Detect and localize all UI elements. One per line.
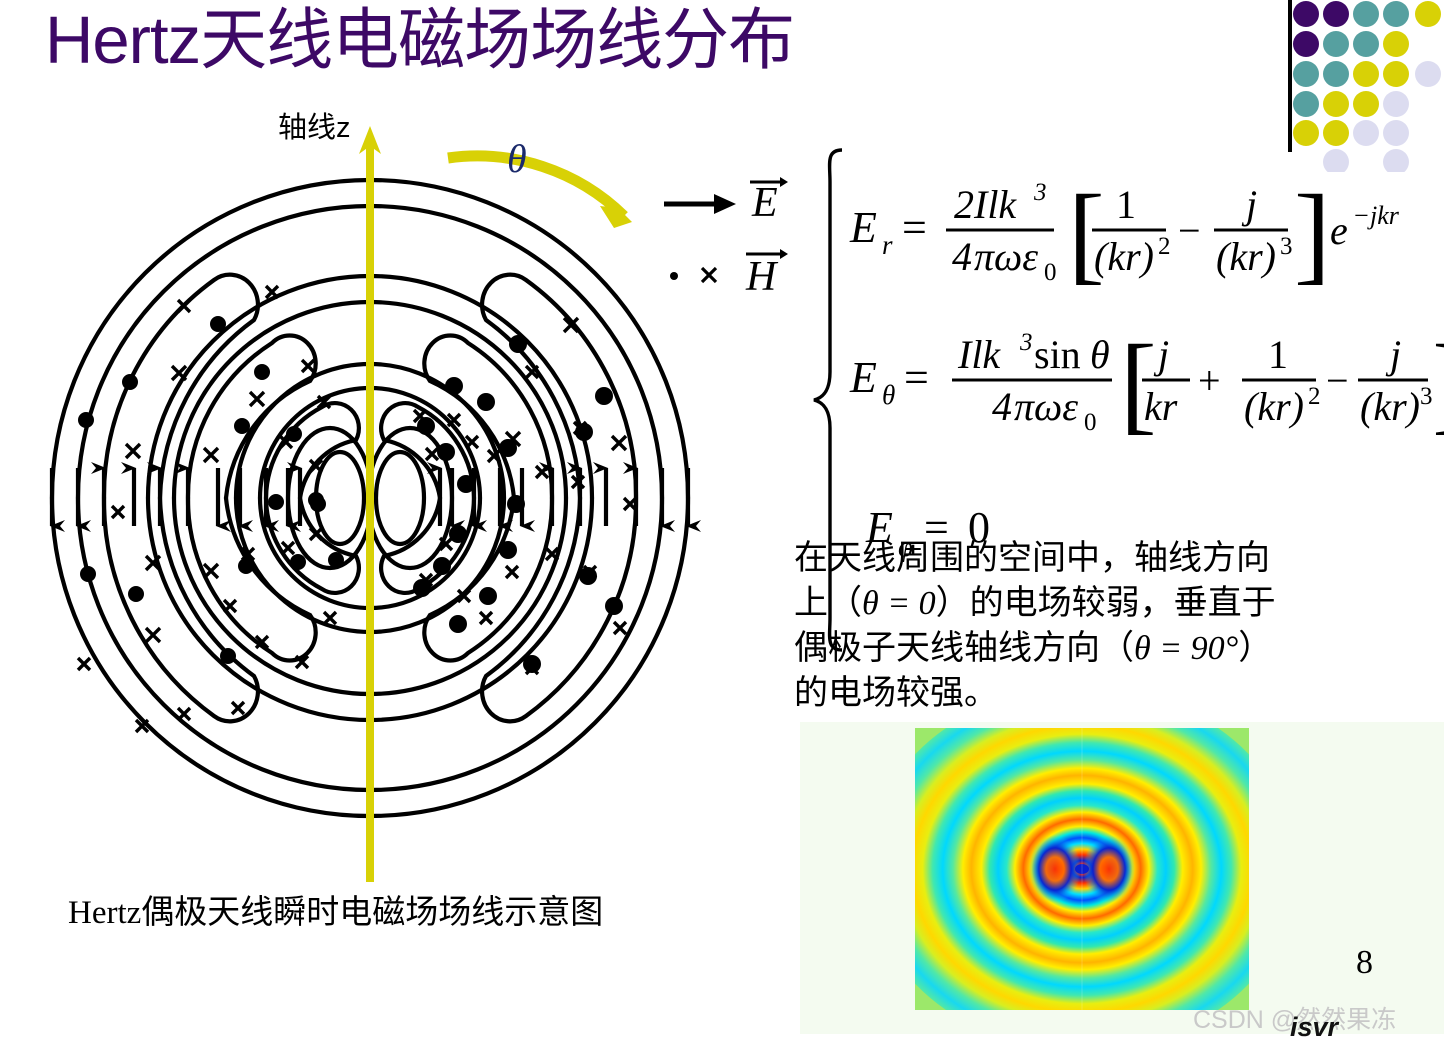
decor-dot-grid [1293,1,1441,172]
svg-text:φ: φ [898,532,913,562]
explanation-line-3: 偶极子天线轴线方向（θ = 90°） [794,629,1273,667]
svg-text:j: j [1153,332,1169,377]
svg-text:−: − [1354,201,1369,230]
field-legend: E H [664,177,788,300]
svg-text:1: 1 [1268,332,1288,377]
explanation-line-1: 在天线周围的空间中，轴线方向 [794,539,1270,577]
svg-text:−: − [1178,208,1201,253]
svg-text:[: [ [1120,322,1157,444]
explanation-line-4: 的电场较强。 [794,674,998,712]
svg-text:3: 3 [1033,179,1047,206]
svg-text:(kr): (kr) [1094,234,1154,279]
svg-text:]: ] [1432,322,1444,444]
svg-text:0: 0 [1044,259,1057,286]
svg-text:(kr): (kr) [1216,234,1276,279]
svg-text:(kr): (kr) [1244,384,1304,429]
svg-text:4: 4 [992,384,1012,429]
svg-text:kr: kr [1144,384,1178,429]
axis-z-arrowhead [359,126,381,154]
svg-text:1: 1 [1116,182,1136,227]
svg-text:3: 3 [1420,383,1433,410]
decor-vertical-rule [1288,0,1292,152]
svg-text:3: 3 [1280,233,1293,260]
radiation-field-colormap [915,728,1249,1010]
svg-text:E: E [865,503,893,552]
axis-label: 轴线z [278,112,351,144]
equation-brace [813,148,843,652]
figure-caption: Hertz偶极天线瞬时电磁场场线示意图 [68,895,604,931]
svg-text:(kr): (kr) [1360,384,1420,429]
svg-text:=: = [924,503,949,552]
svg-text:0: 0 [968,503,990,552]
svg-text:sin: sin [1034,332,1081,377]
svg-text:2Ilk: 2Ilk [954,182,1017,227]
explanation-line-2: 上（θ = 0）的电场较弱，垂直于 [794,584,1276,622]
svg-text:πωε: πωε [974,234,1038,279]
svg-text:Ilk: Ilk [957,332,1001,377]
svg-text:j: j [1241,182,1257,227]
svg-text:0: 0 [1084,409,1097,436]
page-number: 8 [1356,944,1373,981]
svg-text:H: H [745,254,779,300]
svg-text:2: 2 [1308,383,1321,410]
svg-text:=: = [902,203,927,252]
svg-text:r: r [882,230,893,260]
legend-e-row: E [664,177,788,226]
theta-symbol: θ [507,136,527,181]
svg-text:3: 3 [1019,329,1033,356]
field-line-diagram [49,126,701,882]
isvr-logo: isvr [1290,1012,1339,1042]
svg-text:θ: θ [882,380,895,410]
svg-text:[: [ [1068,172,1105,294]
theta-arrowhead [600,206,632,228]
svg-text:]: ] [1294,172,1331,294]
csdn-watermark: CSDN @然然果冻 [1193,1006,1397,1034]
legend-h-row: H [670,249,788,300]
page-title: Hertz天线电磁场场线分布 [45,3,795,78]
svg-text:=: = [904,353,929,402]
svg-text:E: E [849,203,877,252]
svg-text:E: E [751,180,778,226]
svg-text:j: j [1385,332,1401,377]
svg-text:πωε: πωε [1014,384,1078,429]
field-equations: E r = 2Ilk 3 4 πωε 0 [ 1 (kr) 2 − j (kr)… [806,142,1444,662]
explanation-text: 在天线周围的空间中，轴线方向 上（θ = 0）的电场较弱，垂直于 偶极子天线轴线… [794,536,1414,716]
svg-text:e: e [1330,208,1348,253]
svg-text:jkr: jkr [1367,201,1400,230]
svg-text:4: 4 [952,234,972,279]
svg-text:+: + [1198,358,1221,403]
h-field-dot-marks [78,316,623,673]
theta-arc [447,150,628,220]
svg-text:2: 2 [1158,233,1171,260]
svg-text:E: E [849,353,877,402]
svg-text:−: − [1326,358,1349,403]
svg-text:θ: θ [1090,332,1110,377]
